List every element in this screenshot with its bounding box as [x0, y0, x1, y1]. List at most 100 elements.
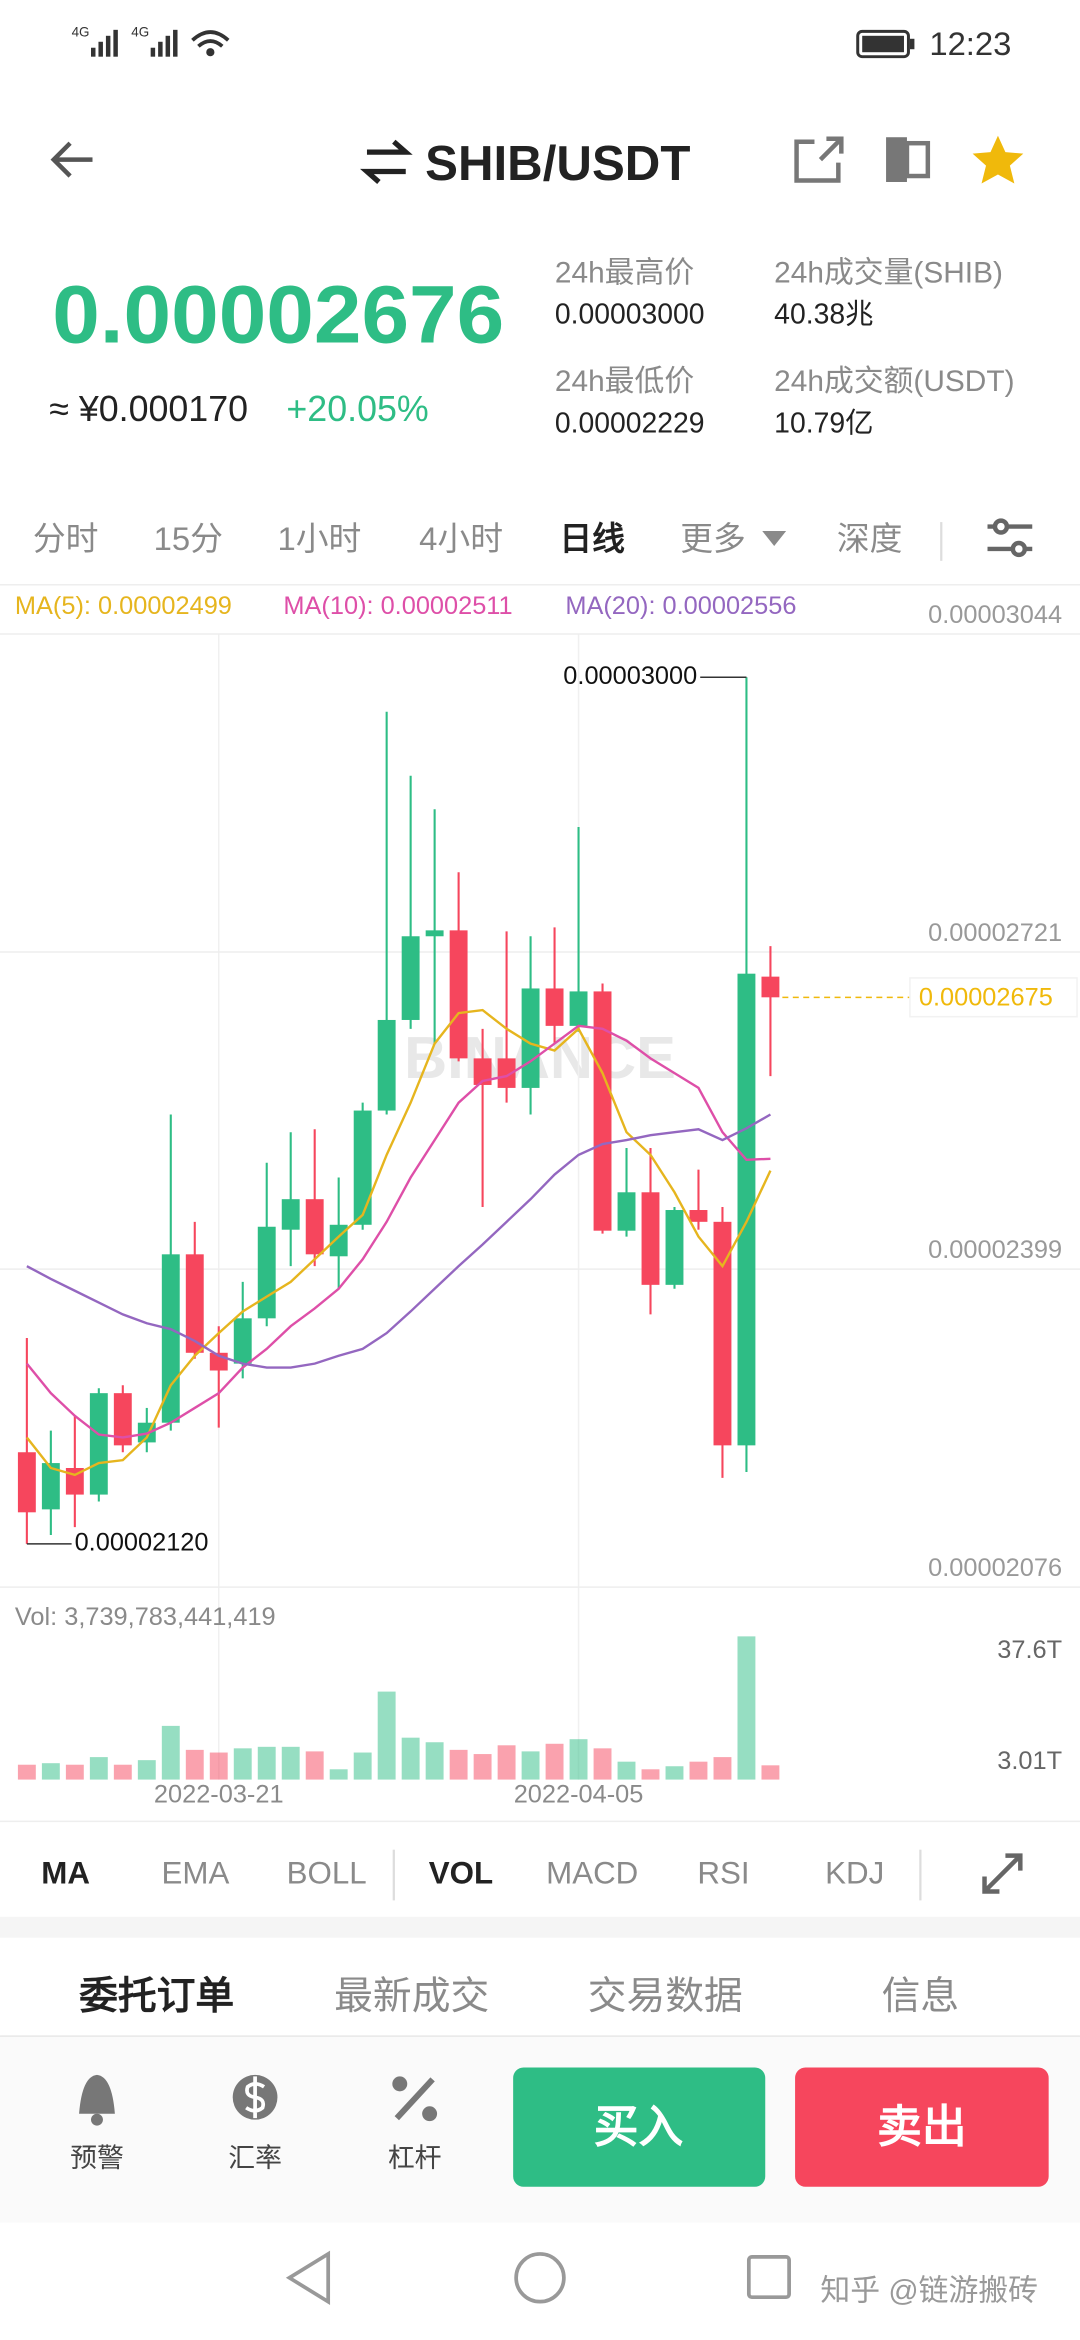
interval-tab[interactable]: 15分: [154, 520, 223, 557]
nav-recent[interactable]: [746, 2255, 791, 2300]
section-gap: [0, 1916, 1080, 1938]
candle-body: [545, 988, 564, 1026]
volume-bar: [113, 1764, 132, 1780]
detail-tab[interactable]: 信息: [882, 1975, 960, 2018]
candle-body: [89, 1393, 108, 1495]
alert-button[interactable]: 预警: [70, 2074, 124, 2173]
nav-bar: [285, 2250, 791, 2306]
ma-legend: MA(20): 0.00002556: [565, 592, 796, 620]
ma-line: [25, 1024, 771, 1439]
y-tick-label: 0.00002399: [928, 1236, 1062, 1264]
action-label: 预警: [70, 2143, 124, 2173]
volume-bar: [233, 1748, 252, 1780]
nav-back[interactable]: [285, 2250, 331, 2306]
sell-button[interactable]: [795, 2067, 1049, 2187]
ma-line: [25, 1008, 772, 1477]
volume-bar: [353, 1752, 372, 1780]
interval-tab[interactable]: 4小时: [419, 520, 503, 557]
settings-icon[interactable]: [987, 518, 1033, 558]
stat-label: 24h成交额(USDT): [774, 365, 1014, 398]
volume-bar: [305, 1751, 324, 1780]
high-label: 0.00003000: [563, 662, 697, 690]
ma-line: [26, 1113, 772, 1369]
detail-tab[interactable]: 交易数据: [588, 1975, 743, 2018]
candle-body: [17, 1452, 36, 1513]
indicator-tab[interactable]: MACD: [546, 1855, 638, 1890]
buy-button[interactable]: [513, 2067, 766, 2187]
detail-tab[interactable]: 委托订单: [79, 1975, 234, 2018]
interval-tab[interactable]: 深度: [837, 520, 903, 557]
volume-bar: [401, 1737, 420, 1780]
candle-body: [257, 1226, 276, 1319]
volume-bar: [665, 1766, 684, 1780]
volume-bar: [473, 1754, 492, 1780]
indicator-tab[interactable]: EMA: [161, 1855, 229, 1890]
margin-button[interactable]: 杠杆: [388, 2076, 442, 2173]
candle-body: [473, 1058, 492, 1085]
swap-icon[interactable]: [360, 139, 413, 184]
volume-tick-label: 37.6T: [997, 1636, 1062, 1664]
candle-body: [233, 1318, 252, 1364]
volume-bar: [761, 1765, 780, 1780]
chart-watermark: BINANCE: [404, 1024, 676, 1091]
volume-bar: [137, 1760, 156, 1780]
sell-label: 卖出: [877, 2102, 967, 2152]
candle-body: [689, 1210, 708, 1222]
rate-button[interactable]: 汇率: [228, 2074, 282, 2173]
candle-body: [281, 1199, 300, 1230]
volume-bar: [593, 1748, 612, 1780]
detail-tab[interactable]: 最新成交: [334, 1975, 489, 2018]
interval-tab[interactable]: 分时: [33, 520, 99, 557]
candle-body: [569, 991, 588, 1026]
share-icon[interactable]: [794, 136, 844, 183]
candle-body: [497, 1058, 516, 1088]
volume-bar: [281, 1746, 300, 1780]
signal-icon: [150, 29, 178, 57]
back-button[interactable]: [50, 141, 93, 178]
candle-body: [401, 936, 420, 1020]
volume-bar: [185, 1749, 204, 1780]
stat-value: 10.79亿: [774, 408, 873, 440]
candle-body: [377, 1019, 396, 1111]
detail-tabs: 委托订单 最新成交 交易数据 信息: [79, 1975, 959, 2018]
x-tick-label: 2022-04-05: [514, 1781, 644, 1809]
candle-body: [737, 973, 756, 1446]
volume-bar: [713, 1757, 732, 1780]
fullscreen-icon[interactable]: [982, 1853, 1023, 1894]
candle-body: [449, 930, 468, 1059]
indicator-tab[interactable]: MA: [41, 1855, 90, 1890]
indicator-tab[interactable]: BOLL: [287, 1855, 367, 1890]
volume-bar: [425, 1742, 444, 1780]
volume-bar: [65, 1764, 84, 1780]
interval-tab[interactable]: 日线: [559, 520, 625, 557]
battery-icon: [856, 29, 910, 59]
favorite-star[interactable]: [972, 135, 1024, 184]
cny-price: ≈ ¥0.000170: [49, 389, 248, 429]
price-change: +20.05%: [286, 389, 428, 429]
battery-tip: [909, 38, 915, 50]
interval-tab[interactable]: 更多: [680, 520, 746, 557]
volume-bar: [161, 1725, 180, 1780]
volume-bar: [497, 1745, 516, 1780]
book-icon[interactable]: [886, 137, 931, 182]
candle-body: [185, 1254, 204, 1353]
x-tick-label: 2022-03-21: [154, 1781, 284, 1809]
indicator-bar: MA EMA BOLL VOL MACD RSI KDJ: [41, 1849, 1023, 1901]
indicator-tab[interactable]: KDJ: [825, 1855, 884, 1890]
indicator-tab[interactable]: VOL: [429, 1855, 493, 1890]
interval-tab[interactable]: 1小时: [277, 520, 361, 557]
last-price: 0.00002676: [52, 269, 504, 360]
volume-bar: [545, 1743, 564, 1780]
indicator-tab[interactable]: RSI: [697, 1855, 749, 1890]
candle-body: [593, 991, 612, 1231]
volume-bar: [209, 1752, 228, 1780]
signal-icon: [91, 29, 118, 57]
nav-home[interactable]: [514, 2252, 566, 2304]
low-label: 0.00002120: [75, 1529, 209, 1557]
buy-label: 买入: [594, 2102, 684, 2152]
candle-body: [761, 976, 780, 998]
candle-body: [617, 1192, 636, 1231]
